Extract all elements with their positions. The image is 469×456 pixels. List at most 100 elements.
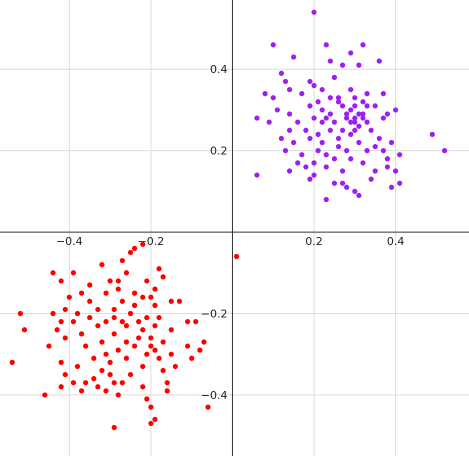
data-point	[356, 192, 362, 199]
data-point	[356, 62, 362, 68]
data-point	[123, 270, 130, 276]
data-point	[140, 294, 146, 300]
data-point	[119, 298, 125, 304]
data-point	[136, 335, 142, 341]
data-point	[160, 274, 166, 280]
data-point	[274, 107, 280, 113]
data-point	[384, 111, 391, 117]
data-point	[123, 339, 130, 345]
data-point	[307, 78, 313, 85]
data-point	[360, 160, 366, 166]
data-point	[156, 266, 162, 272]
data-point	[266, 119, 272, 125]
data-point	[148, 420, 154, 427]
data-point	[335, 95, 342, 101]
data-point	[193, 319, 199, 325]
data-point	[58, 319, 64, 325]
data-point	[315, 148, 321, 154]
data-point	[352, 95, 358, 101]
data-point	[62, 335, 68, 341]
data-point	[364, 91, 370, 97]
data-point	[144, 396, 150, 402]
data-point	[115, 392, 121, 398]
data-point	[352, 115, 358, 121]
data-point	[339, 180, 346, 186]
data-point	[254, 115, 260, 121]
data-point	[356, 123, 362, 129]
data-point	[429, 131, 435, 137]
data-point	[127, 310, 134, 317]
data-point	[111, 380, 117, 386]
data-point	[140, 363, 146, 370]
data-point	[388, 184, 395, 190]
x-tick-label: 0.2	[305, 235, 323, 248]
data-point	[164, 388, 170, 394]
data-point	[131, 302, 138, 308]
data-point	[58, 384, 64, 390]
data-point	[291, 139, 297, 146]
data-point	[70, 380, 77, 386]
data-point	[107, 278, 113, 284]
data-point	[70, 319, 77, 325]
data-point	[319, 107, 325, 113]
data-point	[99, 367, 105, 374]
data-point	[323, 115, 329, 121]
data-point	[319, 86, 325, 93]
data-point	[168, 327, 174, 333]
data-point	[327, 111, 333, 117]
data-point	[148, 404, 154, 410]
data-point	[356, 111, 362, 117]
data-point	[91, 355, 97, 361]
data-point	[282, 78, 289, 85]
data-point	[282, 148, 289, 154]
data-point	[319, 119, 325, 125]
data-point	[352, 188, 358, 194]
data-point	[392, 168, 399, 174]
data-point	[356, 139, 362, 146]
data-point	[319, 139, 325, 146]
data-point	[311, 172, 317, 178]
data-point	[397, 180, 403, 186]
data-point	[323, 42, 329, 48]
data-point	[123, 323, 130, 329]
data-point	[119, 380, 125, 386]
data-point	[152, 416, 158, 422]
data-point	[286, 168, 293, 174]
data-point	[323, 164, 329, 170]
data-point	[70, 270, 77, 276]
data-point	[376, 58, 382, 64]
data-point	[307, 135, 313, 142]
data-point	[339, 168, 346, 174]
data-point	[311, 160, 317, 166]
data-point	[380, 115, 386, 121]
data-point	[348, 107, 354, 113]
data-point	[78, 290, 85, 296]
data-point	[352, 119, 358, 125]
data-point	[339, 127, 346, 133]
data-point	[327, 95, 333, 101]
data-point	[160, 339, 166, 345]
data-point	[62, 371, 68, 378]
data-point	[103, 290, 109, 296]
data-point	[144, 351, 150, 357]
data-point	[164, 380, 170, 386]
data-point	[87, 298, 93, 304]
data-point	[270, 95, 276, 101]
data-point	[331, 74, 338, 80]
data-point	[95, 306, 101, 313]
data-point	[131, 290, 138, 296]
data-point	[152, 323, 158, 329]
data-point	[339, 62, 346, 68]
data-point	[74, 363, 81, 370]
data-point	[58, 359, 64, 365]
data-point	[87, 314, 93, 321]
data-point	[176, 298, 183, 304]
data-point	[83, 343, 89, 349]
y-tick-label: 0.2	[210, 145, 228, 158]
data-point	[115, 278, 121, 284]
data-point	[9, 359, 15, 365]
data-point	[131, 343, 138, 349]
data-point	[78, 388, 85, 394]
data-point	[91, 376, 97, 382]
